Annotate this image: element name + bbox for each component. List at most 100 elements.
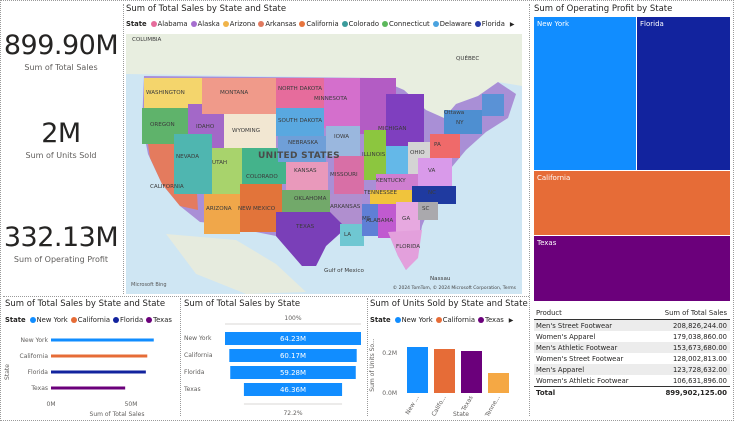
column-chart-legend-item[interactable]: California xyxy=(435,316,475,324)
legend-label: Colorado xyxy=(348,20,379,28)
bar-chart-1-legend-item[interactable]: New York xyxy=(29,316,68,324)
map-legend-item[interactable]: Colorado xyxy=(341,20,379,28)
state-north-carolina xyxy=(412,186,456,204)
treemap-cell-california[interactable]: California xyxy=(534,171,730,235)
kpi-total-sales[interactable]: 899.90M Sum of Total Sales xyxy=(0,30,122,72)
map-label-columbia: COLUMBIA xyxy=(132,37,162,43)
map-label-ottawa: Ottawa xyxy=(444,110,465,116)
funnel-chart[interactable]: 100% 72.2% New York 64.23M California 60.17… xyxy=(182,310,366,418)
map-label-sc: SC xyxy=(422,206,430,212)
legend-label: Florida xyxy=(481,20,505,28)
funnel-title: Sum of Total Sales by State xyxy=(184,299,301,309)
funnel-bar[interactable] xyxy=(230,366,356,379)
column-chart-bar[interactable] xyxy=(488,373,509,393)
legend-dot-icon xyxy=(150,21,157,27)
map-label-texas: TEXAS xyxy=(296,224,315,230)
state-georgia xyxy=(396,202,420,236)
state-missouri xyxy=(334,156,364,194)
table-total-label: Total xyxy=(536,389,556,397)
map-label-ms: MS xyxy=(362,216,371,222)
map-label-nassau: Nassau xyxy=(430,276,451,282)
table-total-value: 899,902,125.00 xyxy=(665,389,727,397)
table-row[interactable]: Men's Athletic Footwear 153,673,680.00 xyxy=(534,342,730,353)
kpi-units-sold-value: 2M xyxy=(41,118,81,149)
map-legend-item[interactable]: Alabama xyxy=(150,20,188,28)
map-legend-item[interactable]: Florida xyxy=(474,20,505,28)
legend-dot-icon xyxy=(432,21,439,27)
table-cell-product: Women's Street Footwear xyxy=(536,354,624,363)
map-legend-item[interactable]: Alaska xyxy=(190,20,220,28)
bing-attribution: Microsoft Bing xyxy=(131,282,167,288)
treemap-label: New York xyxy=(537,20,570,28)
divider-treemap xyxy=(529,4,530,416)
legend-dot-icon xyxy=(474,21,481,27)
state-michigan xyxy=(386,94,424,148)
treemap-cell-new-york[interactable]: New York xyxy=(534,17,636,170)
treemap-cell-texas[interactable]: Texas xyxy=(534,236,730,301)
column-chart-category-label: Tenne... xyxy=(483,394,501,419)
legend-label: California xyxy=(77,316,110,324)
legend-label: California xyxy=(306,20,339,28)
table-row[interactable]: Men's Apparel 123,728,632.00 xyxy=(534,364,730,375)
legend-label: Texas xyxy=(153,316,172,324)
bar-chart-1-bar[interactable] xyxy=(51,338,154,342)
column-chart-y-tick: 0.0M xyxy=(382,390,397,397)
legend-label: Alaska xyxy=(197,20,220,28)
table-cell-product: Men's Apparel xyxy=(536,365,585,374)
map-legend-item[interactable]: Delaware xyxy=(432,20,472,28)
table-row[interactable]: Women's Street Footwear 128,002,813.00 xyxy=(534,353,730,364)
table-header-sales[interactable]: Sum of Total Sales xyxy=(664,309,727,317)
state-indiana xyxy=(386,146,408,180)
funnel-bar[interactable] xyxy=(243,383,343,396)
map-copyright[interactable]: © 2024 TomTom, © 2024 Microsoft Corporat… xyxy=(392,286,516,291)
legend-dot-icon xyxy=(394,317,401,323)
treemap-cell-florida[interactable]: Florida xyxy=(637,17,730,170)
bar-chart-1-legend-item[interactable]: California xyxy=(70,316,110,324)
column-chart-category-label: New ... xyxy=(404,394,420,416)
column-chart-bar[interactable] xyxy=(434,349,455,393)
kpi-units-sold[interactable]: 2M Sum of Units Sold xyxy=(0,118,122,160)
bar-chart-1-category-label: Florida xyxy=(28,369,49,376)
product-table[interactable]: Product Sum of Total Sales Men's Street … xyxy=(534,307,730,399)
map-legend-item[interactable]: Connecticut xyxy=(382,20,430,28)
bar-chart-1-y-title: State xyxy=(4,364,11,380)
column-chart-legend-item[interactable]: New York xyxy=(394,316,433,324)
funnel-bar[interactable] xyxy=(225,332,361,345)
legend-dot-icon xyxy=(29,317,36,323)
map-legend-item[interactable]: Arkansas xyxy=(258,20,296,28)
map-label-nc: NC xyxy=(428,190,437,196)
column-chart-bar[interactable] xyxy=(407,347,428,393)
column-chart-bar[interactable] xyxy=(461,351,482,393)
state-new-york xyxy=(444,110,482,134)
map-label-missouri: MISSOURI xyxy=(330,172,358,178)
map-legend-item[interactable]: Arizona xyxy=(222,20,255,28)
bar-chart-1-bar[interactable] xyxy=(51,386,126,390)
legend-next-arrow-icon[interactable]: ▶ xyxy=(508,316,514,324)
bar-chart-1-legend-item[interactable]: Florida xyxy=(113,316,143,324)
map-label-arizona: ARIZONA xyxy=(206,206,232,212)
map-label-alabama: ALABAMA xyxy=(366,218,394,224)
table-row[interactable]: Men's Street Footwear 208,826,244.00 xyxy=(534,320,730,331)
table-header-product[interactable]: Product xyxy=(536,309,562,317)
kpi-operating-profit[interactable]: 332.13M Sum of Operating Profit xyxy=(0,222,122,264)
table-row[interactable]: Women's Apparel 179,038,860.00 xyxy=(534,331,730,342)
legend-next-arrow-icon[interactable]: ▶ xyxy=(509,20,515,28)
table-row[interactable]: Women's Athletic Footwear 106,631,896.00 xyxy=(534,375,730,386)
map-legend-item[interactable]: California xyxy=(299,20,339,28)
state-oklahoma xyxy=(282,190,330,212)
bar-chart-1-bar[interactable] xyxy=(51,370,146,374)
funnel-bar[interactable] xyxy=(229,349,357,362)
table-cell-product: Men's Athletic Footwear xyxy=(536,343,618,352)
map-label-idaho: IDAHO xyxy=(196,124,215,130)
map-label-kentucky: KENTUCKY xyxy=(376,178,406,184)
map-label-gulf: Gulf of Mexico xyxy=(324,268,364,274)
treemap[interactable]: New York Florida California Texas xyxy=(534,17,730,301)
bar-chart-1-legend-item[interactable]: Texas xyxy=(146,316,172,324)
column-chart-legend-item[interactable]: Texas xyxy=(478,316,504,324)
bar-chart-1[interactable]: State Sum of Total Sales New York Califor… xyxy=(3,326,179,418)
funnel-category-label: New York xyxy=(184,335,212,342)
table-body: Men's Street Footwear 208,826,244.00 Women… xyxy=(534,320,730,386)
bar-chart-1-bar[interactable] xyxy=(51,354,148,358)
column-chart[interactable]: Sum of Units So... State 0.0M 0.2M New ...… xyxy=(369,325,527,419)
filled-map[interactable]: COLUMBIA QUÉBEC Ottawa WASHINGTON MONTAN… xyxy=(126,34,522,294)
